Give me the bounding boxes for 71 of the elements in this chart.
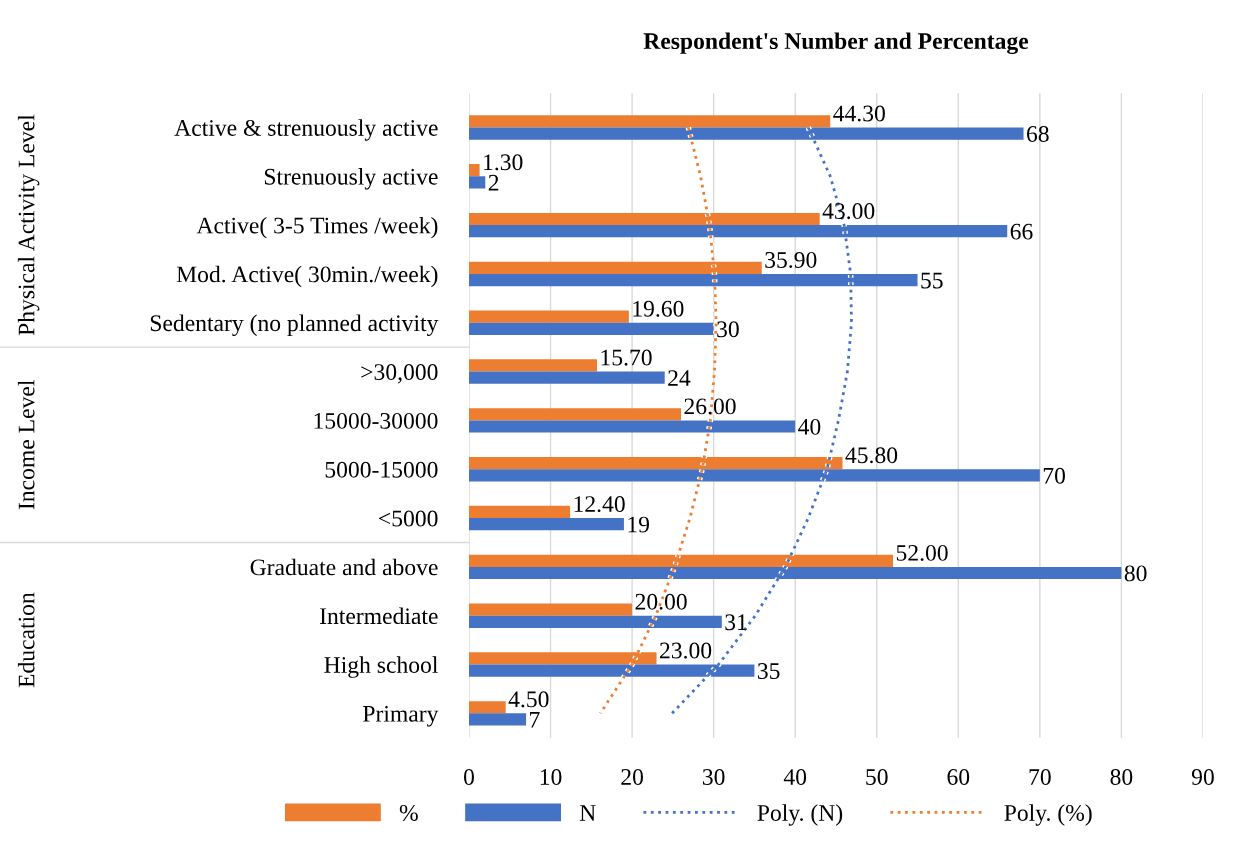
chart-title: Respondent's Number and Percentage: [643, 32, 1029, 55]
y-tick-label: Active & strenuously active: [174, 119, 438, 141]
data-label: 30: [717, 321, 739, 338]
data-label: 43.00: [822, 203, 875, 220]
text: Physical Activity Level: [17, 114, 40, 336]
data-label: 80: [1124, 565, 1147, 582]
data-label: 40: [798, 418, 821, 435]
data-label: 7: [530, 712, 540, 728]
x-tick-label: 60: [947, 769, 970, 785]
data-label: 68: [1027, 125, 1049, 142]
y-tick-label: Active( 3-5 Times /week): [196, 216, 438, 239]
bar: [468, 359, 598, 372]
text: Education: [17, 592, 35, 688]
bar: [468, 322, 714, 335]
bar: [468, 420, 796, 433]
bar: [468, 176, 486, 189]
data-label: 52.00: [896, 544, 948, 561]
bar: [468, 164, 480, 177]
data-label: 24: [668, 370, 691, 386]
x-tick-label: 90: [1191, 769, 1214, 785]
y-tick-label: Primary: [363, 705, 439, 727]
data-label: 20.00: [635, 593, 687, 610]
data-label: 45.80: [845, 447, 898, 464]
data-label: 19: [628, 516, 650, 533]
y-tick-label: <5000: [379, 510, 438, 527]
legend-label: %: [399, 804, 418, 821]
bar: [468, 371, 665, 384]
data-label: 26.00: [684, 398, 736, 415]
data-label: 31: [725, 614, 747, 631]
bar: [468, 713, 527, 726]
data-label: 70: [1043, 467, 1065, 484]
data-label: 15.70: [601, 349, 652, 366]
text: Income Level: [17, 380, 35, 510]
x-tick-label: 50: [866, 769, 888, 785]
x-tick-label: 0: [463, 769, 474, 785]
bar: [468, 310, 629, 323]
data-label: 66: [1010, 223, 1033, 240]
y-tick-label: Sedentary (no planned activity: [150, 314, 439, 337]
y-tick-label: Graduate and above: [250, 558, 438, 576]
data-label: 23.00: [660, 642, 712, 659]
bar: [468, 701, 506, 714]
data-label: 19.60: [633, 300, 684, 317]
x-tick-label: 70: [1029, 769, 1051, 785]
data-label: 44.30: [833, 105, 885, 122]
y-tick-label: Intermediate: [319, 607, 438, 625]
y-tick-label: High school: [324, 656, 438, 678]
data-label: 2: [488, 174, 499, 191]
legend-label: Poly. (N): [757, 804, 843, 826]
data-label: 12.40: [574, 496, 625, 513]
x-tick-label: 20: [621, 769, 643, 785]
x-tick-label: 80: [1110, 769, 1133, 785]
x-tick-label: 40: [783, 769, 807, 785]
y-tick-label: 15000-30000: [314, 412, 438, 429]
data-label: 4.50: [508, 691, 549, 708]
data-label: 55: [921, 272, 943, 289]
x-tick-label: 10: [540, 769, 562, 785]
data-label: 35.90: [765, 251, 817, 268]
y-tick-label: Strenuously active: [264, 168, 438, 190]
legend-label: Poly. (%): [1004, 804, 1092, 826]
bar: [468, 603, 633, 616]
bar: [468, 505, 571, 519]
y-tick-label: Mod. Active( 30min./week): [176, 265, 438, 288]
data-label: 1.30: [484, 154, 523, 171]
legend-label: N: [579, 805, 596, 821]
bar: [468, 408, 682, 421]
data-label: 35: [757, 663, 780, 679]
bar: [468, 518, 624, 531]
bar: [468, 615, 722, 628]
y-tick-label: >30,000: [361, 364, 438, 384]
y-tick-label: 5000-15000: [325, 461, 438, 478]
x-tick-label: 30: [702, 769, 725, 785]
